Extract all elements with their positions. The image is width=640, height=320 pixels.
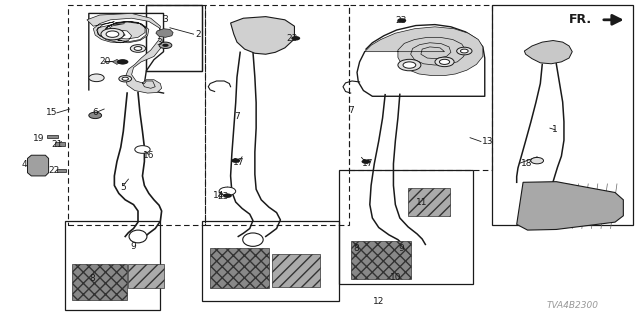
Text: 18: 18 xyxy=(520,159,532,168)
Text: FR.: FR. xyxy=(569,13,592,26)
Text: 9: 9 xyxy=(399,244,404,253)
Text: 5: 5 xyxy=(120,183,126,192)
Text: 21: 21 xyxy=(51,140,63,149)
Circle shape xyxy=(223,194,232,198)
Circle shape xyxy=(135,146,150,153)
Bar xyxy=(129,264,164,288)
Polygon shape xyxy=(156,29,173,37)
Text: 1: 1 xyxy=(552,125,558,134)
Text: 16: 16 xyxy=(143,151,154,160)
Circle shape xyxy=(291,36,300,41)
Text: 17: 17 xyxy=(362,159,373,168)
Text: 14: 14 xyxy=(213,191,225,200)
Text: 8: 8 xyxy=(353,244,358,253)
Circle shape xyxy=(398,59,421,71)
Bar xyxy=(272,254,320,287)
Polygon shape xyxy=(230,17,294,54)
Text: 22: 22 xyxy=(48,166,60,175)
Text: 8: 8 xyxy=(89,274,95,283)
Text: 19: 19 xyxy=(33,134,45,143)
Circle shape xyxy=(461,49,468,53)
Bar xyxy=(65,220,161,310)
Circle shape xyxy=(231,158,240,163)
Text: 2: 2 xyxy=(196,30,202,39)
Text: 11: 11 xyxy=(417,197,428,206)
Text: 10: 10 xyxy=(390,273,401,282)
Circle shape xyxy=(117,59,127,64)
Text: TVA4B2300: TVA4B2300 xyxy=(547,301,598,310)
Bar xyxy=(147,5,202,71)
Polygon shape xyxy=(87,13,164,93)
Circle shape xyxy=(89,112,102,119)
Circle shape xyxy=(119,76,132,82)
Circle shape xyxy=(440,59,450,64)
Ellipse shape xyxy=(129,230,147,243)
Polygon shape xyxy=(28,155,49,176)
Text: 23: 23 xyxy=(217,192,228,201)
Text: 12: 12 xyxy=(373,297,385,306)
Ellipse shape xyxy=(243,233,263,246)
Bar xyxy=(351,241,412,279)
Bar xyxy=(68,5,205,225)
Bar xyxy=(349,5,492,170)
Text: 23: 23 xyxy=(396,16,407,25)
Text: 23: 23 xyxy=(287,34,298,43)
Bar xyxy=(202,220,339,301)
Polygon shape xyxy=(113,59,121,64)
Circle shape xyxy=(134,47,142,50)
Circle shape xyxy=(457,47,472,55)
Polygon shape xyxy=(55,142,65,146)
Bar xyxy=(147,5,202,71)
Bar xyxy=(339,170,473,284)
Bar xyxy=(205,5,349,225)
Text: 7: 7 xyxy=(348,106,353,115)
Polygon shape xyxy=(57,169,66,172)
Text: 20: 20 xyxy=(99,57,111,66)
Circle shape xyxy=(403,62,416,68)
Circle shape xyxy=(435,57,454,67)
Text: 7: 7 xyxy=(234,113,240,122)
Circle shape xyxy=(219,187,236,196)
Circle shape xyxy=(106,31,119,37)
Circle shape xyxy=(362,159,371,164)
Circle shape xyxy=(163,44,169,47)
Circle shape xyxy=(159,42,172,49)
Text: 9: 9 xyxy=(131,242,136,251)
Bar xyxy=(210,248,269,288)
Circle shape xyxy=(101,28,124,40)
Circle shape xyxy=(397,18,406,23)
Text: 4: 4 xyxy=(22,160,27,169)
Circle shape xyxy=(122,77,129,80)
Circle shape xyxy=(118,59,129,64)
Bar xyxy=(492,5,633,225)
Circle shape xyxy=(531,157,543,164)
Circle shape xyxy=(89,74,104,82)
Bar xyxy=(408,188,450,216)
Text: 17: 17 xyxy=(232,158,244,167)
Polygon shape xyxy=(47,134,58,138)
Polygon shape xyxy=(365,27,483,76)
Text: 15: 15 xyxy=(46,108,58,117)
Text: 3: 3 xyxy=(156,38,162,47)
Polygon shape xyxy=(524,41,572,64)
Bar xyxy=(72,264,127,300)
Circle shape xyxy=(131,45,146,52)
Text: 13: 13 xyxy=(481,137,493,146)
Text: 3: 3 xyxy=(163,15,168,24)
Polygon shape xyxy=(516,182,623,230)
Text: 6: 6 xyxy=(92,108,98,117)
